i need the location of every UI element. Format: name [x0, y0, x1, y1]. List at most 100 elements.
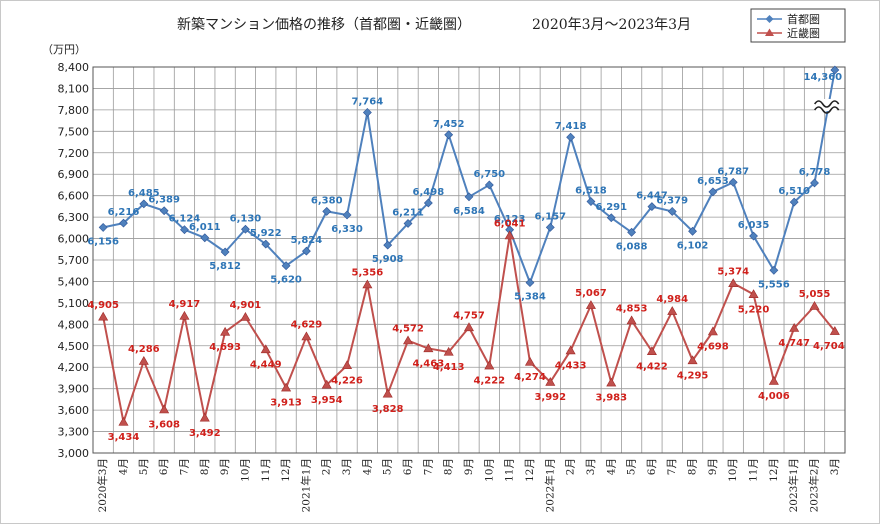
data-label-shutoken: 7,764	[352, 96, 384, 107]
diamond-marker	[708, 187, 718, 197]
x-tick-label: 2月	[321, 458, 333, 475]
x-tick-label: 2月	[565, 458, 577, 475]
triangle-marker	[199, 412, 210, 422]
data-label-shutoken: 6,447	[636, 191, 668, 202]
triangle-marker	[362, 279, 373, 289]
diamond-marker	[627, 227, 637, 237]
data-label-shutoken: 5,384	[514, 292, 546, 303]
x-tick-label: 2022年1月	[543, 458, 556, 512]
diamond-marker	[464, 192, 474, 202]
x-tick-label: 5月	[626, 458, 638, 475]
data-label-kinki: 4,984	[656, 294, 688, 305]
data-label-shutoken: 6,498	[413, 187, 445, 198]
data-label-kinki: 3,983	[595, 393, 627, 404]
legend-triangle-icon	[765, 28, 774, 36]
triangle-marker	[220, 326, 231, 336]
data-label-shutoken: 7,418	[555, 121, 587, 132]
y-tick-label: 6,900	[58, 168, 90, 181]
x-tick-label: 10月	[239, 458, 251, 482]
break-wave	[814, 106, 840, 114]
triangle-marker	[768, 375, 779, 385]
triangle-marker	[667, 306, 678, 315]
data-label-kinki: 3,954	[311, 395, 343, 406]
triangle-marker	[789, 323, 800, 332]
data-label-shutoken: 6,380	[311, 195, 343, 206]
diamond-marker	[261, 239, 271, 249]
diamond-marker	[688, 226, 697, 236]
data-label-kinki: 4,286	[128, 344, 160, 355]
x-tick-label: 8月	[199, 458, 211, 475]
x-tick-label: 9月	[707, 458, 719, 475]
data-label-shutoken: 6,035	[738, 220, 770, 231]
diamond-marker	[159, 206, 169, 216]
x-tick-label: 2023年1月	[787, 458, 800, 512]
y-tick-label: 6,000	[58, 233, 90, 246]
data-label-shutoken: 6,130	[230, 213, 262, 224]
data-label-kinki: 3,434	[108, 432, 140, 443]
data-label-kinki: 4,413	[433, 362, 465, 373]
diamond-marker	[200, 233, 210, 243]
triangle-marker	[423, 343, 434, 353]
diamond-marker	[484, 180, 494, 190]
triangle-marker	[585, 300, 596, 309]
data-label-shutoken: 5,812	[209, 261, 241, 272]
data-label-kinki: 4,274	[514, 372, 546, 383]
triangle-marker	[565, 345, 576, 355]
triangle-marker	[138, 355, 149, 365]
x-tick-label: 9月	[219, 458, 231, 475]
diamond-marker	[98, 222, 108, 232]
y-tick-label: 4,800	[58, 318, 90, 331]
triangle-marker	[98, 311, 109, 321]
diamond-marker	[403, 219, 413, 228]
triangle-marker	[118, 416, 129, 426]
legend-diamond-icon	[765, 15, 774, 23]
x-tick-label: 2020年3月	[96, 458, 109, 512]
data-label-kinki: 4,901	[230, 300, 262, 311]
data-label-shutoken: 6,379	[656, 195, 688, 206]
data-label-shutoken: 6,584	[453, 206, 485, 217]
chart-subtitle: 2020年3月～2023年3月	[532, 17, 691, 33]
x-tick-label: 7月	[178, 458, 190, 475]
data-label-kinki: 4,747	[778, 338, 810, 349]
y-tick-label: 5,700	[58, 254, 90, 267]
diamond-marker	[220, 247, 230, 257]
y-tick-label: 3,000	[58, 447, 90, 460]
x-tick-label: 4月	[361, 458, 373, 475]
legend: 首都圏 近畿圏	[750, 8, 846, 43]
axis-break-marker	[814, 99, 840, 114]
x-tick-label: 12月	[280, 458, 292, 482]
data-label-shutoken: 6,216	[108, 207, 140, 218]
triangle-marker	[545, 376, 556, 386]
x-tick-label: 10月	[727, 458, 739, 482]
data-label-shutoken: 6,157	[534, 211, 566, 222]
diamond-marker	[586, 197, 596, 206]
break-wave	[814, 100, 840, 108]
triangle-marker	[646, 346, 657, 356]
gridlines	[92, 66, 846, 454]
data-label-shutoken: 6,485	[128, 188, 160, 199]
data-label-shutoken: 6,330	[331, 224, 363, 235]
triangle-marker	[687, 355, 698, 365]
x-tick-label: 9月	[463, 458, 475, 475]
y-tick-label: 3,600	[58, 404, 90, 417]
plot-area-border	[92, 66, 846, 454]
diamond-marker	[667, 207, 677, 216]
data-label-kinki: 4,463	[413, 358, 445, 369]
triangle-marker	[240, 312, 251, 321]
triangle-marker	[260, 344, 271, 354]
data-label-kinki: 4,222	[474, 376, 506, 387]
x-tick-label: 6月	[646, 458, 658, 475]
data-label-shutoken: 5,556	[758, 279, 790, 290]
y-tick-label: 8,400	[58, 61, 90, 74]
triangle-marker	[748, 289, 759, 298]
data-label-shutoken: 6,124	[169, 214, 201, 225]
x-tick-label: 4月	[117, 458, 129, 475]
data-label-kinki: 4,757	[453, 310, 485, 321]
x-tick-label: 11月	[504, 458, 516, 482]
diamond-marker	[423, 198, 433, 208]
x-tick-label: 5月	[382, 458, 394, 475]
data-label-shutoken: 6,011	[189, 222, 221, 233]
diamond-marker	[769, 265, 779, 275]
